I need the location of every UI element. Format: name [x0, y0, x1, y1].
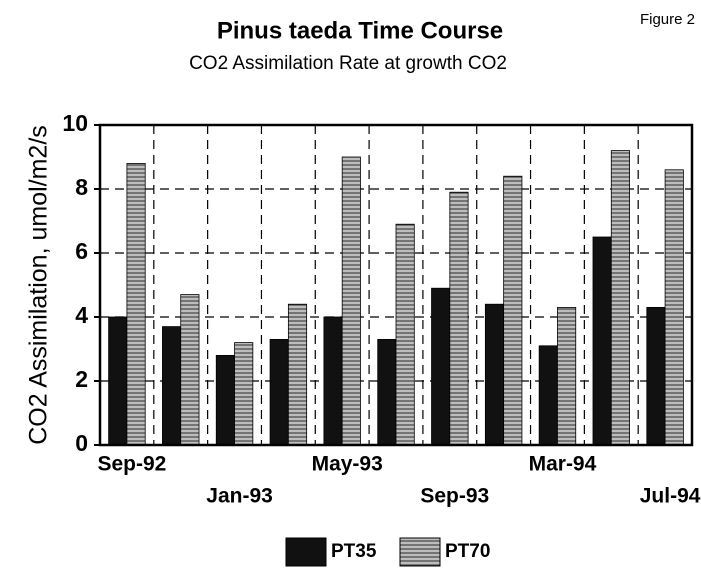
y-tick-label: 8 [75, 174, 88, 200]
x-tick-label: Sep-93 [420, 485, 489, 508]
bar [269, 338, 289, 446]
bar [341, 156, 361, 446]
x-tick-label: Sep-92 [97, 453, 166, 476]
y-axis-label: CO2 Assimilation, umol/m2/s [25, 125, 53, 445]
legend-label: PT70 [445, 541, 490, 562]
bar [592, 236, 612, 446]
legend-swatch [399, 537, 441, 567]
bar [431, 287, 451, 446]
bar [126, 162, 146, 446]
bar [162, 326, 182, 446]
y-tick-label: 2 [75, 366, 88, 392]
bar [503, 175, 523, 446]
bar [108, 316, 128, 446]
legend-swatch [285, 537, 327, 567]
x-tick-label: Jan-93 [206, 485, 273, 508]
bar [646, 306, 666, 446]
bar [215, 354, 235, 446]
y-tick-label: 0 [75, 430, 88, 456]
bar [377, 338, 397, 446]
bar [484, 303, 505, 446]
y-tick-label: 4 [75, 302, 88, 328]
bar [449, 191, 469, 446]
chart-title: Pinus taeda Time Course [217, 17, 503, 44]
bar [664, 169, 684, 446]
bar [610, 150, 630, 446]
bar [538, 345, 558, 446]
bar [234, 342, 254, 446]
y-tick-label: 6 [75, 238, 88, 264]
bar [557, 306, 577, 446]
bar [287, 303, 308, 446]
annotation: Figure 2 [640, 11, 695, 28]
chart-subtitle: CO2 Assimilation Rate at growth CO2 [189, 53, 507, 74]
bar [395, 223, 415, 446]
plot-frame [98, 123, 694, 447]
y-tick-label: 10 [62, 110, 88, 136]
x-tick-label: Mar-94 [529, 453, 597, 476]
bar [323, 316, 343, 446]
x-tick-label: May-93 [312, 453, 383, 476]
bar [180, 294, 200, 446]
legend-label: PT35 [331, 541, 377, 562]
x-tick-label: Jul-94 [640, 485, 701, 508]
